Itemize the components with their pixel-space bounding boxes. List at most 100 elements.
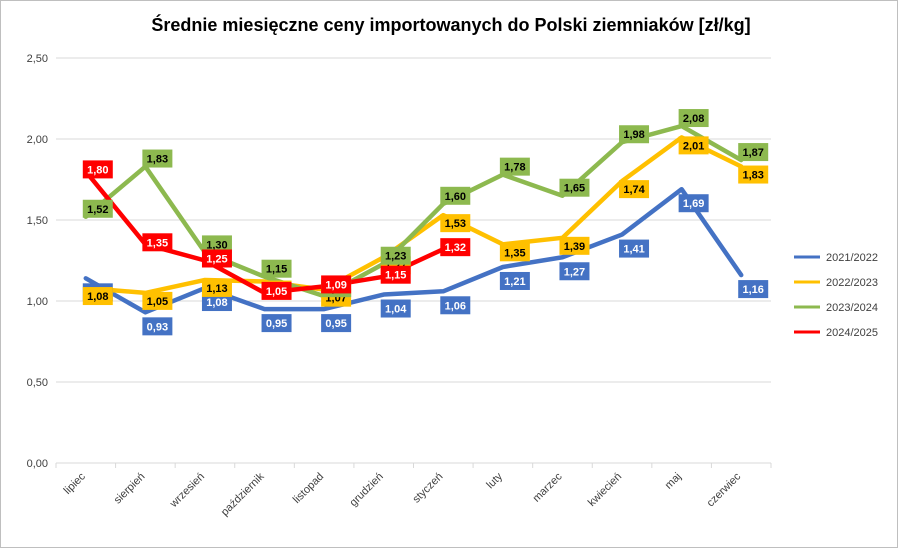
data-label: 1,05 [142, 291, 173, 310]
y-axis: 0,00 0,50 1,00 1,50 2,00 2,50 [27, 53, 48, 470]
x-tick-label: maj [663, 471, 684, 492]
data-label-box [499, 271, 530, 290]
data-label: 1,13 [201, 278, 232, 297]
data-label-text: 1,25 [206, 254, 227, 266]
y-tick-label: 0,50 [27, 377, 48, 389]
legend-item: 2022/2023 [794, 277, 878, 289]
data-label-text: 1,04 [385, 304, 407, 316]
data-label-box [559, 236, 590, 255]
data-label: 1,41 [619, 239, 650, 258]
data-label-text: 1,32 [445, 242, 466, 254]
data-label-box [380, 299, 411, 318]
data-label-text: 1,39 [564, 241, 585, 253]
y-tick-label: 2,50 [27, 53, 48, 65]
series-line-2021/2022 [83, 186, 744, 315]
x-tick-label: styczeń [411, 471, 446, 506]
x-tick-label: wrzesień [167, 471, 207, 511]
data-label: 1,35 [142, 233, 173, 252]
data-label-box [201, 249, 232, 268]
data-label: 1,04 [380, 299, 411, 318]
legend-item: 2021/2022 [794, 252, 878, 264]
data-label-text: 0,95 [266, 318, 287, 330]
x-tick-label: kwiecień [586, 471, 624, 509]
data-label-box [380, 265, 411, 284]
data-label-text: 1,83 [147, 154, 168, 166]
data-label-box [678, 109, 709, 128]
data-label-box [82, 160, 113, 179]
y-tick-label: 0,00 [27, 458, 48, 470]
legend-label: 2021/2022 [826, 252, 878, 264]
data-label: 1,05 [261, 281, 292, 300]
data-label-box [738, 280, 769, 299]
data-label: 1,16 [738, 280, 769, 299]
data-label-text: 1,65 [564, 183, 585, 195]
data-label-box [678, 194, 709, 213]
data-label-text: 1,60 [445, 191, 466, 203]
legend-label: 2024/2025 [826, 327, 878, 339]
data-label-box [261, 259, 292, 278]
x-tick-label: lipiec [62, 470, 89, 497]
data-label-box [619, 239, 650, 258]
data-label-text: 1,98 [623, 129, 644, 141]
data-label: 1,30 [201, 235, 232, 254]
data-label-text: 1,21 [504, 276, 525, 288]
data-label: 1,15 [261, 259, 292, 278]
legend-item: 2023/2024 [794, 302, 878, 314]
data-label-text: 1,13 [206, 283, 227, 295]
data-label-box [738, 143, 769, 162]
series-line-2022/2023 [83, 135, 744, 296]
y-tick-label: 1,50 [27, 215, 48, 227]
data-label-box [261, 281, 292, 300]
data-label-box [440, 296, 471, 315]
data-label-text: 1,09 [325, 279, 346, 291]
data-label-box [380, 246, 411, 265]
data-label-box [321, 275, 352, 294]
data-label: 1,15 [380, 265, 411, 284]
data-label: 1,09 [321, 275, 352, 294]
data-label-text: 1,35 [504, 247, 525, 259]
data-label: 1,52 [82, 199, 113, 218]
data-label-text: 1,30 [206, 239, 227, 251]
legend: 2021/2022 2022/2023 2023/2024 2024/2025 [794, 252, 878, 339]
x-tick-label: luty [484, 470, 505, 491]
data-label-text: 0,95 [325, 318, 346, 330]
data-label: 2,08 [678, 109, 709, 128]
data-label: 1,53 [440, 214, 471, 233]
data-label-text: 2,01 [683, 140, 704, 152]
y-tick-label: 2,00 [27, 134, 48, 146]
data-label-box [499, 157, 530, 176]
data-label-text: 1,06 [445, 300, 466, 312]
data-label-text: 1,23 [385, 251, 406, 263]
series-line-2023/2024 [83, 123, 744, 299]
data-labels: 1,140,931,080,950,951,041,061,211,271,41… [82, 109, 769, 336]
data-label-box [82, 287, 113, 306]
data-label: 1,06 [440, 296, 471, 315]
chart-title: Średnie miesięczne ceny importowanych do… [151, 15, 751, 35]
data-label-box [738, 165, 769, 184]
data-label-text: 1,27 [564, 266, 585, 278]
data-label: 1,08 [82, 287, 113, 306]
data-label-box [142, 149, 173, 168]
data-label: 1,39 [559, 236, 590, 255]
data-label: 1,83 [738, 165, 769, 184]
data-label-text: 1,83 [742, 170, 763, 182]
data-label: 0,93 [142, 317, 173, 336]
data-label-text: 1,35 [147, 237, 168, 249]
data-label-box [619, 180, 650, 199]
series-lines [83, 123, 744, 315]
data-label-box [82, 199, 113, 218]
data-label-text: 1,41 [623, 244, 644, 256]
data-label-box [440, 186, 471, 205]
data-label-box [261, 314, 292, 333]
data-label-box [619, 125, 650, 144]
data-label: 1,27 [559, 262, 590, 281]
data-label: 1,83 [142, 149, 173, 168]
x-axis: lipiec sierpień wrzesień październik listopa… [55, 463, 772, 518]
data-label: 1,23 [380, 246, 411, 265]
data-label-text: 1,15 [385, 270, 406, 282]
x-tick-label: czerwiec [705, 470, 744, 509]
y-tick-label: 1,00 [27, 296, 48, 308]
data-label: 1,60 [440, 186, 471, 205]
data-label-box [142, 291, 173, 310]
